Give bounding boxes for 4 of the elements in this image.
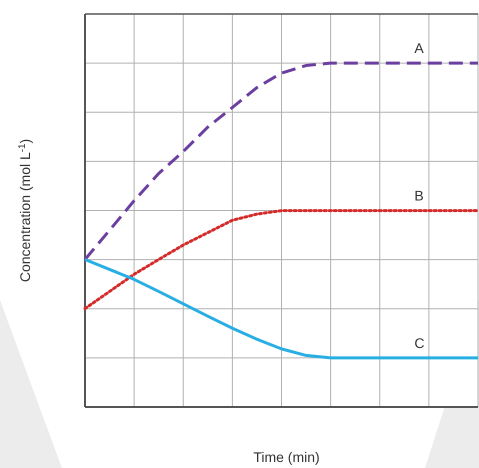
- series-label: A: [414, 40, 424, 56]
- series-label: C: [414, 334, 424, 351]
- x-axis-title: Time (min): [253, 449, 320, 465]
- series-label: B: [414, 188, 424, 204]
